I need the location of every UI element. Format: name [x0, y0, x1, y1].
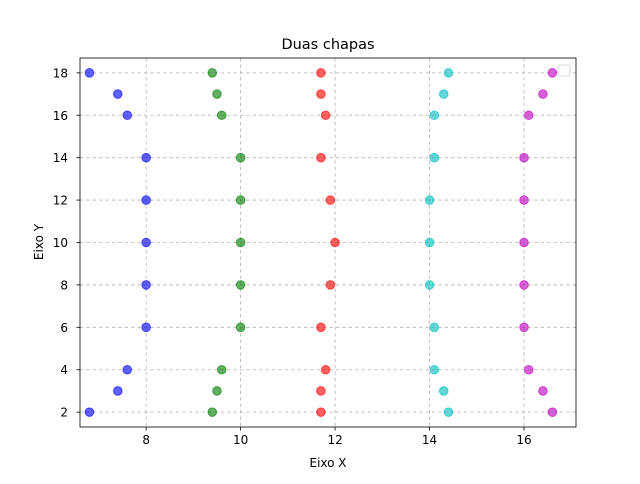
data-point — [316, 152, 326, 163]
data-point — [235, 195, 246, 205]
data-point — [112, 386, 123, 396]
data-point — [320, 364, 331, 375]
data-point — [84, 68, 95, 78]
data-point — [438, 89, 449, 99]
x-tick-label: 16 — [516, 433, 531, 447]
data-point — [429, 322, 440, 333]
y-tick-label: 16 — [53, 109, 68, 123]
data-point — [212, 89, 222, 99]
data-point — [316, 386, 326, 396]
data-point — [429, 152, 440, 163]
data-point — [316, 68, 326, 78]
data-point — [212, 386, 222, 396]
data-point — [141, 322, 151, 333]
data-point — [141, 280, 151, 290]
data-point — [235, 322, 246, 333]
data-point — [207, 68, 218, 78]
data-point — [207, 407, 218, 417]
data-point — [519, 195, 529, 205]
data-point — [538, 89, 548, 99]
data-point — [316, 89, 326, 99]
data-point — [424, 195, 435, 205]
x-tick-label: 14 — [422, 433, 437, 447]
data-point — [547, 68, 558, 78]
grid — [80, 58, 576, 427]
y-axis-title: Eixo Y — [32, 223, 46, 260]
y-tick-label: 18 — [53, 66, 68, 80]
data-point — [325, 195, 336, 205]
x-tick-label: 10 — [233, 433, 248, 447]
y-tick-label: 6 — [60, 321, 68, 335]
data-point — [519, 322, 529, 333]
y-tick-label: 4 — [60, 363, 68, 377]
data-point — [325, 280, 336, 290]
data-point — [519, 152, 529, 163]
data-point — [547, 407, 558, 417]
data-point — [122, 110, 133, 121]
legend-box — [557, 64, 571, 77]
data-point — [523, 110, 534, 121]
data-point — [523, 364, 534, 375]
data-point — [141, 195, 151, 205]
data-point — [438, 386, 449, 396]
x-axis-title: Eixo X — [309, 456, 346, 470]
y-tick-label: 14 — [53, 151, 68, 165]
data-point — [538, 386, 548, 396]
chart-title: Duas chapas — [281, 37, 374, 53]
x-tick-label: 12 — [327, 433, 342, 447]
data-point — [235, 152, 246, 163]
data-point — [429, 110, 440, 121]
data-point — [429, 364, 440, 375]
y-tick-label: 10 — [53, 236, 68, 250]
data-point — [519, 280, 529, 290]
data-point — [316, 407, 326, 417]
y-tick-label: 12 — [53, 194, 68, 208]
data-point — [424, 237, 435, 248]
data-point — [443, 407, 454, 417]
data-point — [519, 237, 529, 248]
data-point — [216, 364, 227, 375]
data-point — [235, 280, 246, 290]
data-point — [424, 280, 435, 290]
data-point — [235, 237, 246, 248]
data-point — [320, 110, 331, 121]
y-tick-label: 8 — [60, 278, 68, 292]
data-point — [330, 237, 340, 248]
x-tick-label: 8 — [142, 433, 150, 447]
data-points — [84, 68, 558, 417]
data-point — [141, 237, 151, 248]
data-point — [141, 152, 151, 163]
data-point — [316, 322, 326, 333]
data-point — [443, 68, 454, 78]
data-point — [122, 364, 133, 375]
data-point — [112, 89, 123, 99]
data-point — [216, 110, 227, 121]
data-point — [84, 407, 95, 417]
y-tick-label: 2 — [60, 406, 68, 420]
axis-ticks: 8 10 12 14 16 2 4 6 8 10 12 14 16 18 — [53, 66, 532, 447]
